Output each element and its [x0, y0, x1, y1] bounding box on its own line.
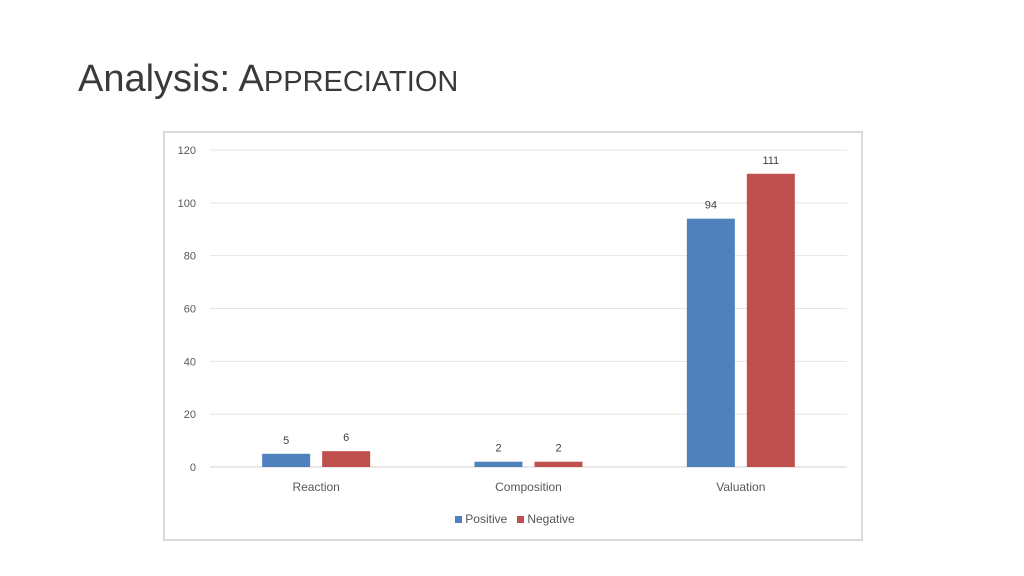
- slide-title-cap: A: [238, 58, 264, 100]
- y-tick-label: 80: [184, 251, 196, 263]
- bar-negative: [746, 173, 795, 467]
- legend-swatch-negative: [517, 515, 525, 523]
- bar-chart: 0 20 40 60 80 100 120 5 6 Reaction 2 2 Composition 94…: [178, 145, 847, 494]
- y-tick-label: 40: [184, 356, 196, 368]
- bar-negative: [534, 461, 583, 467]
- legend-item-negative: Negative: [517, 512, 575, 526]
- y-tick-label: 120: [178, 145, 196, 157]
- y-tick-label: 100: [178, 198, 196, 210]
- y-tick-label: 0: [190, 462, 196, 474]
- x-tick-label: Composition: [495, 480, 562, 494]
- chart-frame: 0 20 40 60 80 100 120 5 6 Reaction 2 2 Composition 94…: [163, 131, 863, 541]
- data-label: 5: [283, 435, 289, 447]
- bar-positive: [262, 453, 311, 467]
- slide-title: Analysis: APPRECIATION: [78, 58, 458, 101]
- slide-title-rest: PPRECIATION: [263, 66, 459, 98]
- x-tick-label: Valuation: [716, 480, 765, 494]
- slide-title-main: Analysis:: [78, 58, 239, 100]
- legend-item-positive: Positive: [455, 512, 507, 526]
- data-label: 94: [705, 200, 717, 212]
- y-tick-label: 60: [184, 304, 196, 316]
- data-label: 6: [343, 432, 349, 444]
- bar-negative: [322, 451, 371, 467]
- data-label: 2: [555, 443, 561, 455]
- data-label: 111: [762, 155, 779, 167]
- y-tick-label: 20: [184, 409, 196, 421]
- legend-label-negative: Negative: [527, 512, 575, 526]
- x-tick-label: Reaction: [292, 480, 339, 494]
- legend-label-positive: Positive: [465, 512, 508, 526]
- bar-positive: [686, 218, 735, 467]
- bar-positive: [474, 461, 523, 467]
- chart-legend: Positive Negative: [165, 512, 865, 526]
- legend-swatch-positive: [455, 515, 463, 523]
- data-label: 2: [495, 443, 501, 455]
